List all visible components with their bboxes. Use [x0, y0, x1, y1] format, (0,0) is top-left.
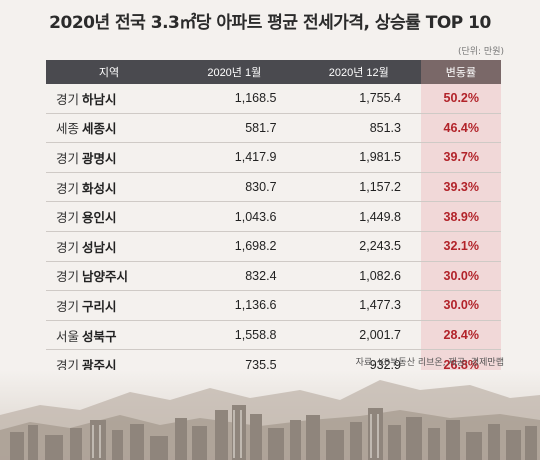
- region-city: 광명시: [82, 151, 117, 166]
- region-cell: 세종 세종시: [46, 113, 173, 144]
- jan-value: 1,558.8: [172, 320, 297, 351]
- region-cell: 경기 광명시: [46, 142, 173, 173]
- ranking-table: 지역 2020년 1월 2020년 12월 변동률 경기 하남시 1,168.5 1,…: [46, 60, 501, 380]
- region-city: 화성시: [82, 181, 117, 196]
- region-cell: 경기 하남시: [46, 84, 173, 114]
- dec-value: 851.3: [296, 113, 421, 144]
- table-row: 경기 성남시 1,698.2 2,243.5 32.1%: [46, 231, 501, 262]
- region-prefix: 경기: [56, 211, 80, 226]
- region-city: 광주시: [82, 359, 117, 374]
- table-row: 경기 구리시 1,136.6 1,477.3 30.0%: [46, 290, 501, 321]
- dec-value: 1,755.4: [296, 84, 421, 114]
- jan-value: 1,168.5: [172, 84, 297, 114]
- region-prefix: 경기: [56, 151, 80, 166]
- change-value: 32.1%: [420, 231, 501, 262]
- table-row: 경기 광명시 1,417.9 1,981.5 39.7%: [46, 142, 501, 173]
- header-jan: 2020년 1월: [172, 60, 297, 84]
- change-value: 50.2%: [420, 84, 501, 114]
- change-value: 39.3%: [420, 172, 501, 203]
- region-prefix: 세종: [56, 122, 80, 137]
- region-prefix: 경기: [56, 240, 80, 255]
- change-value: 46.4%: [420, 113, 501, 144]
- dec-value: 2,243.5: [296, 231, 421, 262]
- region-city: 구리시: [82, 299, 117, 314]
- table-row: 세종 세종시 581.7 851.3 46.4%: [46, 113, 501, 144]
- jan-value: 830.7: [172, 172, 297, 203]
- region-city: 남양주시: [82, 270, 129, 285]
- page-title: 2020년 전국 3.3㎡당 아파트 평균 전세가격, 상승률 TOP 10: [49, 13, 491, 33]
- city-skyline-image: [0, 370, 540, 460]
- region-prefix: 경기: [56, 181, 80, 196]
- region-city: 성북구: [82, 329, 117, 344]
- region-cell: 경기 성남시: [46, 231, 173, 262]
- table-row: 경기 남양주시 832.4 1,082.6 30.0%: [46, 261, 501, 292]
- jan-value: 1,043.6: [172, 201, 297, 232]
- region-prefix: 서울: [56, 329, 80, 344]
- change-value: 39.7%: [420, 142, 501, 173]
- region-cell: 경기 구리시: [46, 290, 173, 321]
- change-value: 30.0%: [420, 290, 501, 321]
- header-dec: 2020년 12월: [296, 60, 421, 84]
- region-city: 용인시: [82, 211, 117, 226]
- region-prefix: 경기: [56, 299, 80, 314]
- table-row: 경기 용인시 1,043.6 1,449.8 38.9%: [46, 201, 501, 232]
- header-region: 지역: [46, 60, 173, 84]
- header-change: 변동률: [420, 60, 501, 84]
- jan-value: 1,698.2: [172, 231, 297, 262]
- table-row: 서울 성북구 1,558.8 2,001.7 28.4%: [46, 320, 501, 351]
- region-city: 세종시: [82, 122, 117, 137]
- dec-value: 1,157.2: [296, 172, 421, 203]
- region-cell: 경기 용인시: [46, 201, 173, 232]
- region-city: 성남시: [82, 240, 117, 255]
- jan-value: 581.7: [172, 113, 297, 144]
- dec-value: 1,981.5: [296, 142, 421, 173]
- region-cell: 경기 화성시: [46, 172, 173, 203]
- table-row: 경기 하남시 1,168.5 1,755.4 50.2%: [46, 84, 501, 114]
- table-header-row: 지역 2020년 1월 2020년 12월 변동률: [46, 60, 501, 84]
- jan-value: 832.4: [172, 261, 297, 292]
- region-prefix: 경기: [56, 92, 80, 107]
- change-value: 30.0%: [420, 261, 501, 292]
- region-city: 하남시: [82, 92, 117, 107]
- jan-value: 1,417.9: [172, 142, 297, 173]
- dec-value: 1,082.6: [296, 261, 421, 292]
- unit-note: (단위: 만원): [457, 47, 504, 57]
- dec-value: 2,001.7: [296, 320, 421, 351]
- jan-value: 1,136.6: [172, 290, 297, 321]
- region-prefix: 경기: [56, 359, 80, 374]
- change-value: 28.4%: [420, 320, 501, 351]
- table-row: 경기 화성시 830.7 1,157.2 39.3%: [46, 172, 501, 203]
- change-value: 38.9%: [420, 201, 501, 232]
- region-prefix: 경기: [56, 270, 80, 285]
- region-cell: 경기 남양주시: [46, 261, 173, 292]
- dec-value: 1,477.3: [296, 290, 421, 321]
- region-cell: 서울 성북구: [46, 320, 173, 351]
- dec-value: 1,449.8: [296, 201, 421, 232]
- source-note: 자료: KB부동산 리브온, 제공: 경제만랩: [355, 358, 504, 368]
